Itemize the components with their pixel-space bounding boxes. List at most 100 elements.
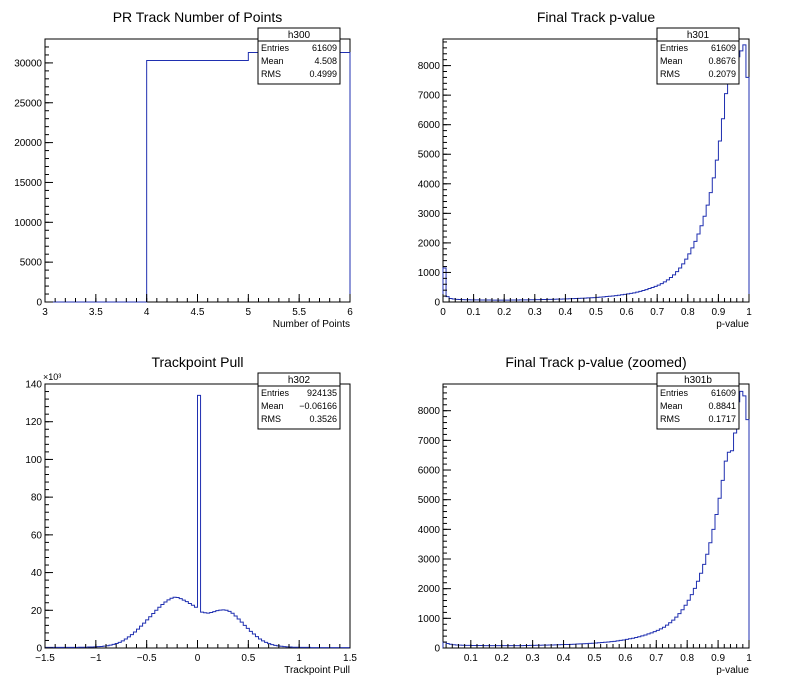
y-tick-label: 5000 <box>418 495 441 506</box>
y-tick-label: 0 <box>434 644 440 655</box>
stats-row-value: 4.508 <box>314 56 337 66</box>
x-tick-label: 0.3 <box>526 653 540 664</box>
x-tick-label: 0.8 <box>681 307 695 318</box>
x-tick-label: 0.2 <box>497 307 511 318</box>
h301b-y-axis: 0 1000 2000 3000 4000 5000 6000 7000 8000 <box>418 386 451 655</box>
y-tick-label: 1000 <box>418 614 441 625</box>
y-tick-label: 25000 <box>14 98 42 109</box>
x-tick-label: 0.3 <box>528 307 542 318</box>
h302-y-exponent: ×10³ <box>43 372 61 382</box>
x-tick-label: 0.5 <box>589 307 603 318</box>
stats-row-value: 0.8841 <box>708 401 736 411</box>
x-tick-label: 0.6 <box>618 653 632 664</box>
h300-title: PR Track Number of Points <box>113 9 283 25</box>
y-tick-label: 5000 <box>418 150 441 161</box>
y-tick-label: 0 <box>36 298 42 309</box>
stats-row-value: 0.1717 <box>708 414 736 424</box>
h301b-x-axis-label: p-value <box>716 665 749 676</box>
y-tick-label: 7000 <box>418 91 441 102</box>
stats-row-value: 924135 <box>307 388 337 398</box>
stats-row-value: 61609 <box>312 43 337 53</box>
h301b-panel: Final Track p-value (zoomed) 0 1000 2000 300… <box>418 354 752 676</box>
y-tick-label: 140 <box>25 380 42 391</box>
y-tick-label: 15000 <box>14 178 42 189</box>
h302-histogram-line <box>44 394 351 649</box>
h301-x-axis: 0 0.1 0.2 0.3 0.4 0.5 0.6 0.7 0.8 0.9 1 <box>440 294 752 318</box>
x-tick-label: 6 <box>347 307 353 318</box>
h300-panel: PR Track Number of Points 0 5000 10000 15000… <box>14 9 353 330</box>
x-tick-label: −1.5 <box>35 653 55 664</box>
stats-row-label: Entries <box>660 43 689 53</box>
stats-box-header: h302 <box>288 375 311 386</box>
x-tick-label: 0.7 <box>650 307 664 318</box>
stats-row-label: Entries <box>261 43 290 53</box>
x-tick-label: 0.8 <box>680 653 694 664</box>
y-tick-label: 8000 <box>418 406 441 417</box>
x-tick-label: 1 <box>746 307 752 318</box>
h302-x-axis-label: Trackpoint Pull <box>284 665 350 676</box>
stats-row-label: Entries <box>261 388 290 398</box>
x-tick-label: 0 <box>195 653 201 664</box>
y-tick-label: 10000 <box>14 218 42 229</box>
y-tick-label: 80 <box>31 493 43 504</box>
y-tick-label: 5000 <box>20 258 43 269</box>
h302-x-axis: −1.5 −1 −0.5 0 0.5 1 1.5 <box>35 640 357 664</box>
stats-row-label: RMS <box>660 414 680 424</box>
stats-box-header: h300 <box>288 30 311 41</box>
stats-row-label: Mean <box>660 56 683 66</box>
h301-panel: Final Track p-value 0 1000 2000 3000 4000 5000… <box>418 9 752 330</box>
h302-stats-box: h302 Entries 924135 Mean −0.06166 RMS 0.3526 <box>257 372 341 430</box>
x-tick-label: 0 <box>440 307 446 318</box>
x-tick-label: 0.9 <box>711 307 725 318</box>
y-tick-label: 8000 <box>418 61 441 72</box>
h301-y-axis: 0 1000 2000 3000 4000 5000 6000 7000 8000 <box>418 41 451 309</box>
y-tick-label: 6000 <box>418 120 441 131</box>
y-tick-label: 100 <box>25 455 42 466</box>
h301b-histogram-line <box>442 390 750 648</box>
h301-stats-box: h301 Entries 61609 Mean 0.8676 RMS 0.2079 <box>656 27 740 85</box>
x-tick-label: 4.5 <box>191 307 205 318</box>
h301-x-axis-label: p-value <box>716 319 749 330</box>
y-tick-label: 120 <box>25 417 42 428</box>
x-tick-label: 0.5 <box>588 653 602 664</box>
h300-x-axis-label: Number of Points <box>273 319 350 330</box>
stats-row-value: 0.2079 <box>708 69 736 79</box>
x-tick-label: 0.9 <box>711 653 725 664</box>
stats-row-label: Mean <box>261 401 284 411</box>
x-tick-label: 0.5 <box>241 653 255 664</box>
x-tick-label: 0.6 <box>620 307 634 318</box>
stats-row-label: RMS <box>261 69 281 79</box>
x-tick-label: 0.7 <box>649 653 663 664</box>
y-tick-label: 6000 <box>418 466 441 477</box>
stats-row-value: 0.3526 <box>309 414 337 424</box>
h302-title: Trackpoint Pull <box>151 354 243 370</box>
x-tick-label: 4 <box>144 307 150 318</box>
x-tick-label: 5.5 <box>292 307 306 318</box>
x-tick-label: 0.4 <box>557 653 571 664</box>
y-tick-label: 30000 <box>14 58 42 69</box>
h301b-x-axis: 0.1 0.2 0.3 0.4 0.5 0.6 0.7 0.8 0.9 1 <box>445 640 752 664</box>
x-tick-label: 5 <box>246 307 252 318</box>
x-tick-label: 0.4 <box>558 307 572 318</box>
stats-box-frame <box>656 27 740 85</box>
h301-title: Final Track p-value <box>537 9 655 25</box>
stats-box-header: h301 <box>687 30 710 41</box>
y-tick-label: 3000 <box>418 209 441 220</box>
h301b-stats-box: h301b Entries 61609 Mean 0.8841 RMS 0.1717 <box>656 372 740 430</box>
y-tick-label: 4000 <box>418 525 441 536</box>
stats-row-value: 61609 <box>711 388 736 398</box>
h302-y-axis: 0 20 40 60 80 100 120 140 <box>25 380 53 655</box>
x-tick-label: 0.1 <box>464 653 478 664</box>
x-tick-label: −1 <box>90 653 102 664</box>
h300-y-axis: 0 5000 10000 15000 20000 25000 30000 <box>14 38 53 309</box>
x-tick-label: 3.5 <box>89 307 103 318</box>
h300-stats-box: h300 Entries 61609 Mean 4.508 RMS 0.4999 <box>257 27 341 85</box>
stats-box-header: h301b <box>684 375 712 386</box>
stats-row-label: RMS <box>261 414 281 424</box>
x-tick-label: 0.1 <box>467 307 481 318</box>
y-tick-label: 40 <box>31 568 43 579</box>
y-tick-label: 1000 <box>418 268 441 279</box>
x-tick-label: −0.5 <box>137 653 157 664</box>
